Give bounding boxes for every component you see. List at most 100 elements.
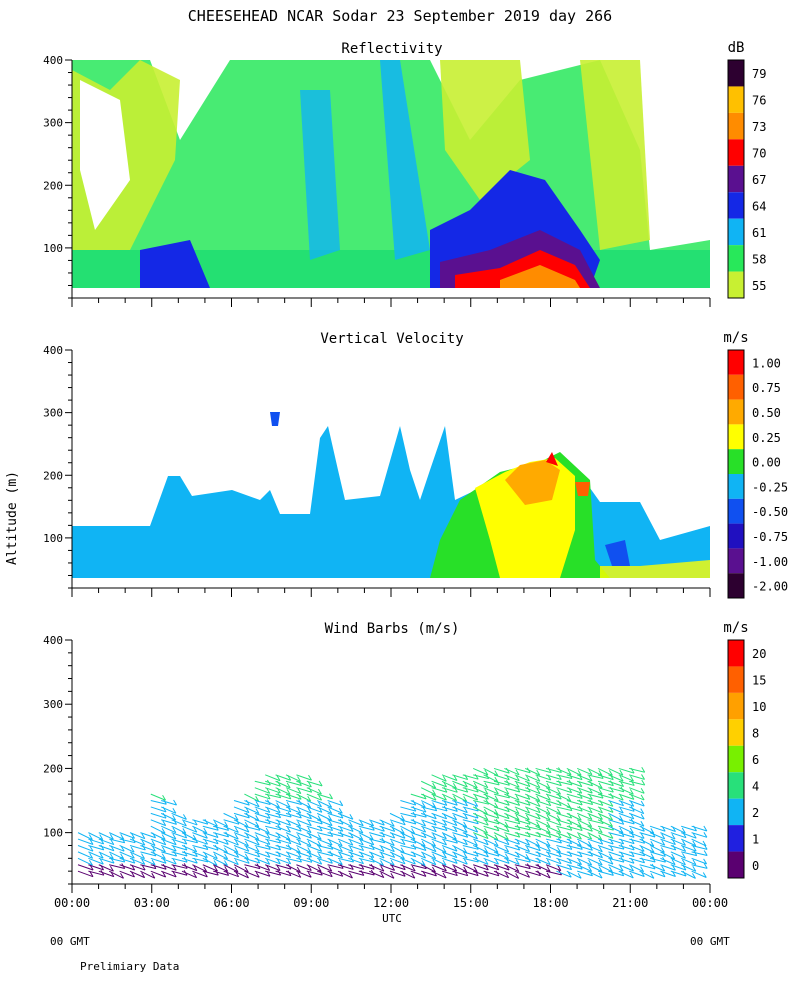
- wind-barb: [483, 812, 499, 819]
- y-tick-label: 300: [43, 117, 63, 130]
- wind-barb-flag: [630, 844, 635, 851]
- wind-barb-flag: [629, 872, 634, 879]
- wind-barb: [597, 857, 614, 865]
- wind-barb-flag: [641, 779, 646, 786]
- wind-barb-flag: [599, 852, 603, 859]
- wind-barb-flag: [525, 814, 530, 821]
- wind-barb: [212, 845, 228, 854]
- wind-barb: [462, 780, 478, 789]
- wind-barb: [316, 864, 333, 872]
- wind-barb-flag: [400, 828, 405, 834]
- wind-barb-flag: [536, 776, 541, 782]
- wind-barb: [202, 851, 218, 860]
- wind-barb-flag: [141, 839, 146, 846]
- colorbar-swatch: [728, 271, 744, 298]
- colorbar-swatch: [728, 165, 744, 193]
- velocity-unit: m/s: [723, 330, 748, 346]
- wind-barb: [525, 857, 541, 864]
- wind-barb: [587, 812, 603, 820]
- wind-barb-flag: [504, 821, 509, 828]
- wind-barb: [420, 800, 436, 808]
- wind-barb: [493, 806, 510, 813]
- wind-barb-flag: [120, 834, 125, 840]
- wind-barb: [119, 851, 135, 859]
- wind-barb-flag: [255, 846, 260, 853]
- wind-barb: [556, 787, 572, 794]
- wind-barb: [441, 793, 457, 802]
- wind-barb: [171, 870, 188, 876]
- wind-barb: [296, 825, 312, 834]
- wind-barb: [628, 864, 644, 873]
- wind-barb: [493, 857, 510, 864]
- wind-barb: [420, 838, 436, 847]
- vv-orange-region: [505, 460, 560, 505]
- wind-barb: [150, 857, 167, 864]
- wind-barb: [98, 832, 114, 840]
- wind-barb-flag: [307, 827, 312, 833]
- wind-barb: [327, 812, 344, 819]
- wind-barb: [265, 838, 281, 844]
- wind-barb-flag: [162, 794, 167, 801]
- wind-barb-flag: [110, 865, 114, 872]
- wind-barb: [608, 857, 625, 863]
- wind-barb-flag: [516, 844, 521, 851]
- wind-barb-flag: [442, 847, 447, 853]
- wind-barb-flag: [349, 839, 354, 846]
- wind-barb: [618, 774, 634, 782]
- wind-barb-flag: [370, 852, 375, 858]
- wind-barb-flag: [484, 788, 489, 795]
- wind-barb: [514, 819, 531, 825]
- wind-barb-flag: [234, 833, 239, 840]
- wind-barb: [233, 845, 250, 852]
- wind-barb-flag: [578, 781, 583, 787]
- colorbar-label: 0.00: [752, 456, 781, 470]
- wind-barb-flag: [224, 847, 228, 853]
- wind-barb: [150, 806, 167, 813]
- x-tick-label: 03:00: [134, 896, 170, 910]
- wind-barb: [244, 845, 260, 853]
- wind-barb-flag: [173, 819, 177, 825]
- wind-barb-flag: [318, 780, 323, 787]
- wind-barb-flag: [255, 796, 260, 802]
- wind-barb-flag: [473, 782, 478, 789]
- wind-barb: [629, 851, 645, 857]
- wind-barb: [587, 806, 603, 814]
- y-tick-label: 400: [43, 344, 63, 357]
- wind-barb: [306, 806, 323, 813]
- reflectivity-title: Reflectivity: [341, 41, 442, 57]
- wind-barb-flag: [442, 852, 447, 859]
- wind-barb: [524, 819, 540, 828]
- wind-barb-flag: [515, 775, 520, 782]
- wind-barb: [524, 793, 540, 802]
- wind-barb-flag: [287, 870, 292, 876]
- wind-barb: [244, 870, 260, 878]
- wind-barb: [597, 838, 614, 845]
- wind-barb-flag: [494, 847, 499, 853]
- wind-barb: [285, 819, 301, 827]
- wind-barb: [462, 838, 478, 847]
- wind-barb: [504, 832, 520, 838]
- wind-barb-flag: [422, 826, 427, 833]
- wind-barb: [275, 812, 292, 818]
- wind-barb: [400, 838, 417, 844]
- wind-barb: [441, 857, 458, 864]
- wind-barb-flag: [682, 859, 686, 866]
- wind-barb: [161, 845, 177, 852]
- wind-barb-flag: [526, 807, 531, 814]
- wind-barb-flag: [442, 859, 447, 866]
- wind-barb: [691, 838, 707, 847]
- wind-barb-flag: [473, 866, 478, 873]
- wind-barb: [244, 838, 260, 846]
- wind-barb-flag: [567, 769, 572, 776]
- wind-barb: [535, 857, 551, 866]
- wind-barb: [504, 780, 520, 788]
- wind-barb: [181, 864, 198, 872]
- wind-barb: [525, 851, 541, 858]
- colorbar-label: 1.00: [752, 356, 781, 370]
- wind-barb-flag: [307, 840, 312, 847]
- wind-barb: [608, 832, 625, 837]
- wind-barb: [389, 845, 405, 854]
- wind-barb: [181, 825, 198, 833]
- wind-barb-flag: [494, 776, 499, 783]
- wind-barb: [77, 864, 94, 871]
